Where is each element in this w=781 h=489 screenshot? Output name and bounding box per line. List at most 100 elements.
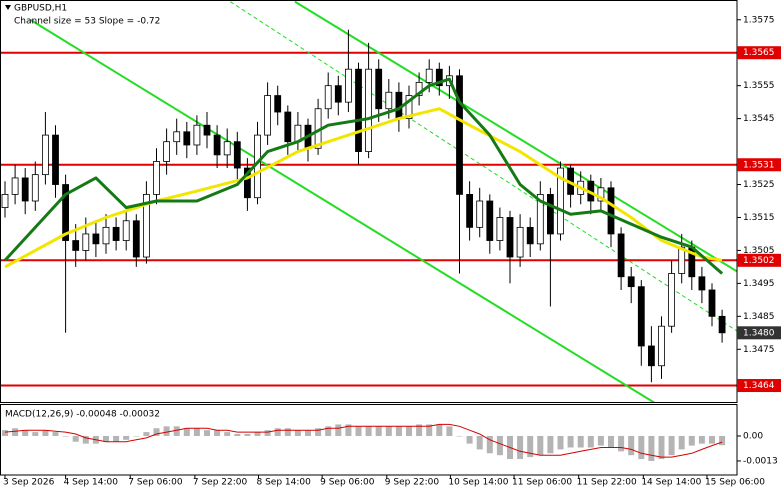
candle-body (597, 187, 605, 202)
candle-body (496, 217, 504, 241)
chart-subtitle: Channel size = 53 Slope = -0.72 (14, 17, 160, 27)
macd-bar (426, 424, 433, 436)
candle-body (547, 194, 554, 235)
candle-body (203, 124, 211, 136)
macd-bar (315, 428, 322, 436)
macd-bar (618, 435, 625, 452)
candle-body (355, 68, 362, 152)
candle-body (627, 276, 635, 288)
macd-bar (72, 435, 79, 442)
candle-body (435, 68, 443, 87)
candle-body (506, 217, 514, 258)
candle-body (82, 233, 90, 251)
macd-bar (193, 428, 200, 436)
candle-body (557, 167, 564, 235)
y-tick-label: 1.3495 (743, 279, 775, 289)
candle-body (153, 161, 160, 195)
level-label-box (737, 379, 781, 393)
macd-bar (446, 426, 453, 436)
x-tick-label: 3 Sep 2026 (3, 478, 55, 488)
macd-title: MACD(12,26,9) -0.00048 -0.00032 (5, 410, 160, 420)
macd-bar (123, 435, 130, 440)
price-panel (0, 0, 737, 402)
x-tick-label: 8 Sep 14:00 (257, 478, 312, 488)
y-tick-label: 1.3515 (743, 213, 775, 223)
channel-line (29, 18, 656, 402)
candle-body (92, 233, 100, 245)
candle-body (243, 167, 251, 199)
macd-bar (709, 435, 715, 444)
channel-line (229, 1, 737, 332)
macd-bar (638, 435, 645, 460)
macd-bar (375, 426, 382, 436)
macd-bar (325, 426, 332, 436)
candle-body (173, 131, 181, 143)
macd-bar (284, 428, 291, 436)
candle-body (42, 134, 49, 176)
candle-body (607, 187, 615, 235)
price-frame (0, 0, 738, 403)
x-tick-label: 11 Sep 22:00 (577, 478, 637, 488)
macd-bar (537, 435, 544, 456)
candle-body (637, 286, 645, 347)
macd-bar (496, 435, 503, 456)
macd-bar (557, 435, 564, 450)
x-tick-label: 15 Sep 06:00 (705, 478, 765, 488)
candle-body (365, 68, 373, 152)
candle-body (486, 200, 494, 241)
candle-body (476, 200, 484, 228)
candle-body (425, 68, 433, 83)
y-tick-label: 0.00 (743, 431, 763, 441)
candle-body (415, 81, 423, 96)
macd-bar (406, 426, 412, 436)
candle-body (405, 95, 413, 120)
macd-bar (52, 432, 59, 436)
macd-bar (22, 430, 29, 436)
macd-bar (2, 430, 8, 436)
macd-bar (658, 435, 665, 460)
last-price-label: 1.3480 (743, 328, 775, 338)
macd-bar (436, 424, 443, 436)
candle-body (264, 95, 272, 136)
x-tick-label: 7 Sep 22:00 (193, 478, 248, 488)
macd-bar (335, 424, 342, 436)
macd-bar (395, 426, 402, 436)
macd-bar (547, 435, 554, 454)
candle-body (718, 315, 726, 334)
candle-body (21, 177, 29, 202)
candle-body (516, 226, 524, 258)
x-tick-label: 14 Sep 14:00 (641, 478, 701, 488)
macd-bar (688, 435, 695, 446)
candle-body (668, 273, 675, 327)
y-tick-label: -0.0013 (743, 456, 778, 466)
macd-bar (577, 435, 584, 448)
candle-body (375, 68, 383, 110)
candle-body (112, 226, 120, 241)
chart-title: GBPUSD,H1 (14, 4, 67, 14)
macd-bar (294, 430, 301, 436)
macd-bar (82, 435, 89, 444)
macd-bar (587, 435, 594, 448)
candle-body (466, 194, 474, 228)
macd-bar (163, 426, 170, 436)
candle-body (193, 124, 201, 146)
macd-bar (143, 432, 150, 436)
candle-body (648, 345, 655, 367)
macd-bar (486, 435, 493, 454)
macd-signal (4, 423, 723, 458)
y-tick-label: 1.3505 (743, 246, 775, 256)
macd-bar (274, 428, 281, 436)
macd-bar (678, 435, 685, 450)
candle-body (385, 91, 393, 110)
candle-body (536, 194, 544, 245)
candle-body (526, 226, 534, 245)
candle-body (233, 141, 241, 169)
macd-bar (264, 430, 271, 436)
macd-bar (12, 428, 19, 436)
macd-bar (345, 424, 352, 436)
y-tick-label: 1.3475 (743, 345, 775, 355)
macd-bar (567, 435, 574, 448)
macd-bar (597, 435, 604, 446)
candle-body (658, 325, 665, 367)
